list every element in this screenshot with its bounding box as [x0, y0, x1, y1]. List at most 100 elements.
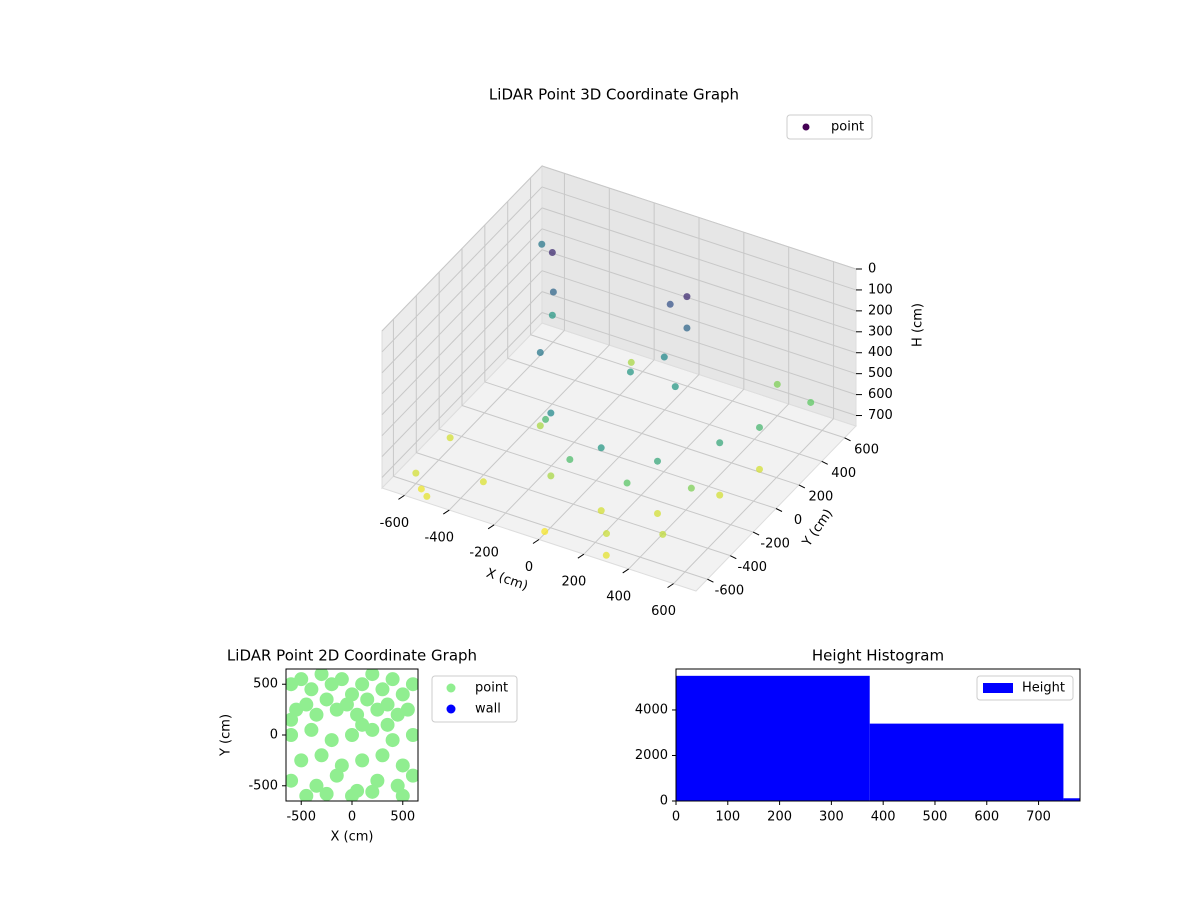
tick-mark [798, 484, 806, 489]
tick-mark [398, 494, 405, 500]
tick-mark [667, 583, 674, 589]
tick-mark [707, 578, 714, 583]
y-tick-label: 500 [253, 677, 278, 692]
point [380, 717, 395, 732]
grid-line [381, 312, 543, 478]
grid-line [541, 207, 857, 312]
point [385, 733, 400, 748]
point [304, 722, 319, 737]
y-tick-label: 400 [831, 466, 856, 481]
point [542, 415, 550, 423]
grid-line [541, 249, 857, 354]
point [385, 672, 400, 687]
legend-marker [446, 683, 456, 693]
point [597, 507, 605, 515]
point [309, 778, 324, 793]
point [654, 510, 661, 518]
point [538, 240, 546, 248]
z-tick-label: 300 [868, 324, 893, 339]
legend-marker [446, 704, 456, 714]
point [286, 712, 299, 727]
x-tick-label: -200 [469, 545, 499, 560]
x-axis-label: X (cm) [484, 566, 530, 594]
x-tick-label: 0 [525, 560, 533, 575]
z-tick-label: 700 [868, 408, 893, 423]
point [400, 702, 415, 717]
point [365, 784, 380, 799]
point [395, 788, 410, 801]
point [597, 444, 605, 452]
point [660, 353, 668, 361]
legend-box [976, 675, 1074, 701]
point [548, 311, 556, 319]
point [329, 768, 344, 783]
tick-mark [730, 555, 737, 560]
point [756, 423, 763, 431]
point [395, 758, 410, 773]
point [654, 457, 661, 465]
x-tick-label: 500 [390, 810, 415, 825]
grid-line [393, 475, 708, 580]
grid-line [381, 165, 543, 332]
grid-line [530, 334, 845, 439]
point [299, 788, 314, 801]
tick-mark [844, 437, 851, 442]
y-tick-label: 2000 [635, 748, 668, 763]
point [339, 697, 354, 712]
legend-label: Height [1022, 681, 1065, 696]
y-tick-label: 0 [270, 728, 278, 743]
point [375, 682, 390, 697]
tick-mark [752, 531, 760, 536]
point [345, 788, 359, 801]
z-tick-label: 600 [868, 387, 893, 402]
point [683, 293, 691, 301]
point [299, 697, 314, 712]
point [627, 358, 635, 366]
point [659, 530, 667, 538]
point [446, 434, 454, 442]
x-tick-label: 600 [651, 604, 676, 619]
tick-mark [622, 568, 629, 574]
point [541, 528, 549, 536]
z-tick-label: 400 [868, 345, 893, 360]
point [547, 409, 555, 417]
point [294, 672, 309, 687]
point [360, 692, 375, 707]
point [536, 349, 544, 357]
x-tick-label: 500 [923, 810, 948, 825]
point [319, 786, 334, 801]
x-tick-label: 0 [672, 810, 680, 825]
grid-line [381, 207, 543, 374]
chart-title: LiDAR Point 2D Coordinate Graph [227, 647, 477, 665]
grid-line [507, 357, 822, 462]
x-tick-label: 200 [767, 810, 792, 825]
grid-line [541, 270, 857, 375]
grid-line [541, 186, 857, 291]
point [602, 551, 610, 559]
point [716, 439, 724, 447]
tick-mark [487, 524, 495, 530]
point [666, 300, 674, 308]
grid-line [541, 291, 857, 396]
x-tick-label: -400 [425, 531, 455, 546]
y-tick-label: 600 [854, 442, 879, 457]
y-axis-label: Y (cm) [799, 506, 836, 550]
point [294, 753, 309, 768]
point [479, 478, 487, 486]
point [314, 748, 329, 763]
y-tick-label: -500 [248, 778, 278, 793]
y-tick-label: 0 [660, 794, 668, 809]
point [417, 485, 425, 493]
grid-line [381, 249, 543, 416]
x-tick-label: -600 [380, 516, 410, 531]
point [547, 472, 555, 480]
point [671, 383, 679, 391]
chart-title: Height Histogram [812, 647, 944, 665]
grid-line [381, 186, 543, 353]
x-tick-label: 700 [1026, 810, 1051, 825]
y-tick-label: 0 [794, 513, 802, 528]
tick-mark [821, 460, 828, 465]
point [405, 728, 418, 742]
point [370, 773, 385, 788]
